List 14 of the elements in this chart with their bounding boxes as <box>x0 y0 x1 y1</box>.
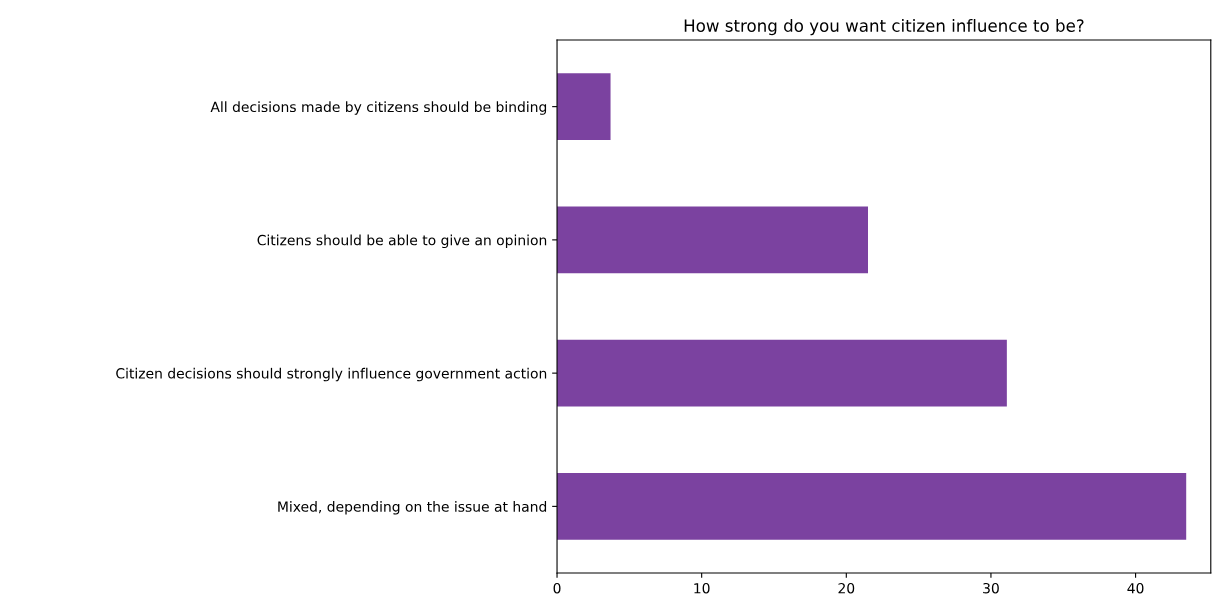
y-tick-label: Citizen decisions should strongly influence government action <box>116 367 547 382</box>
x-tick-label: 10 <box>694 582 710 594</box>
bar <box>557 206 868 274</box>
y-tick-label: All decisions made by citizens should be binding <box>210 101 547 115</box>
bar <box>557 473 1187 540</box>
bar <box>557 73 611 140</box>
x-tick-label: 20 <box>838 582 855 594</box>
bar <box>557 339 1007 407</box>
y-tick-label: Citizens should be able to give an opinion <box>257 234 547 249</box>
chart-title: How strong do you want citizen influence to be? <box>684 19 1084 36</box>
x-tick-label: 30 <box>983 582 999 594</box>
x-tick-label: 0 <box>553 582 561 594</box>
y-tick-label: Mixed, depending on the issue at hand <box>278 501 547 515</box>
x-tick-label: 40 <box>1127 582 1144 594</box>
